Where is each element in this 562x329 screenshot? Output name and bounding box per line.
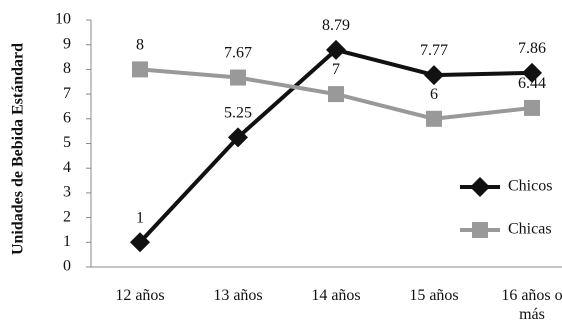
y-tick-label: 5 (63, 134, 71, 151)
data-label: 5.25 (224, 104, 252, 121)
data-label: 7.67 (224, 45, 252, 62)
data-label: 1 (136, 209, 144, 226)
legend-marker (470, 177, 490, 197)
axes: 0 1 2 3 4 5 6 7 8 9 10 12 años 13 años 14 años 15 años… (55, 11, 562, 323)
y-tick-label: 4 (63, 159, 71, 176)
series-chicos (130, 39, 542, 253)
data-label: 7.86 (518, 40, 546, 57)
y-tick-label: 0 (63, 258, 71, 275)
data-labels: 1 5.25 8.79 7.77 7.86 8 7.67 7 6 6.44 (136, 17, 546, 226)
series-group (130, 39, 542, 253)
y-tick-label: 10 (55, 11, 71, 28)
series-line (138, 47, 533, 244)
series-chicas (132, 61, 540, 127)
y-tick-label: 3 (63, 184, 71, 201)
data-point (132, 61, 148, 78)
x-tick-label: 15 años (409, 287, 458, 304)
data-point (328, 86, 344, 103)
x-tick-label: 13 años (213, 287, 262, 304)
legend-item-chicas: Chicas (460, 221, 552, 238)
legend-marker (472, 222, 488, 238)
legend-label: Chicas (508, 221, 552, 238)
data-point (130, 232, 150, 253)
x-tick-label: 14 años (311, 287, 360, 304)
y-tick-label: 8 (63, 60, 71, 77)
data-point (522, 62, 542, 83)
y-tick-label: 9 (63, 35, 71, 52)
y-tick-label: 6 (63, 109, 71, 126)
data-point (228, 127, 248, 148)
data-point (524, 99, 540, 116)
data-label: 8 (136, 36, 144, 53)
y-tick-label: 1 (63, 233, 71, 250)
y-tick-label: 2 (63, 208, 71, 225)
y-tick-label: 7 (63, 85, 71, 102)
data-point (424, 65, 444, 86)
data-point (426, 110, 442, 127)
data-label: 8.79 (322, 17, 350, 34)
x-tick-label: 12 años (115, 287, 164, 304)
data-point (326, 39, 346, 60)
legend-item-chicos: Chicos (460, 177, 552, 197)
data-label: 7 (332, 61, 340, 78)
x-tick-label: 16 años o más (501, 287, 562, 323)
y-axis-label: Unidades de Bebida Estándard (10, 43, 27, 255)
legend-label: Chicos (508, 178, 552, 195)
data-point (230, 69, 246, 86)
data-label: 6 (430, 86, 438, 103)
legend: Chicos Chicas (460, 177, 552, 238)
data-label: 6.44 (518, 75, 546, 92)
data-label: 7.77 (420, 42, 448, 59)
